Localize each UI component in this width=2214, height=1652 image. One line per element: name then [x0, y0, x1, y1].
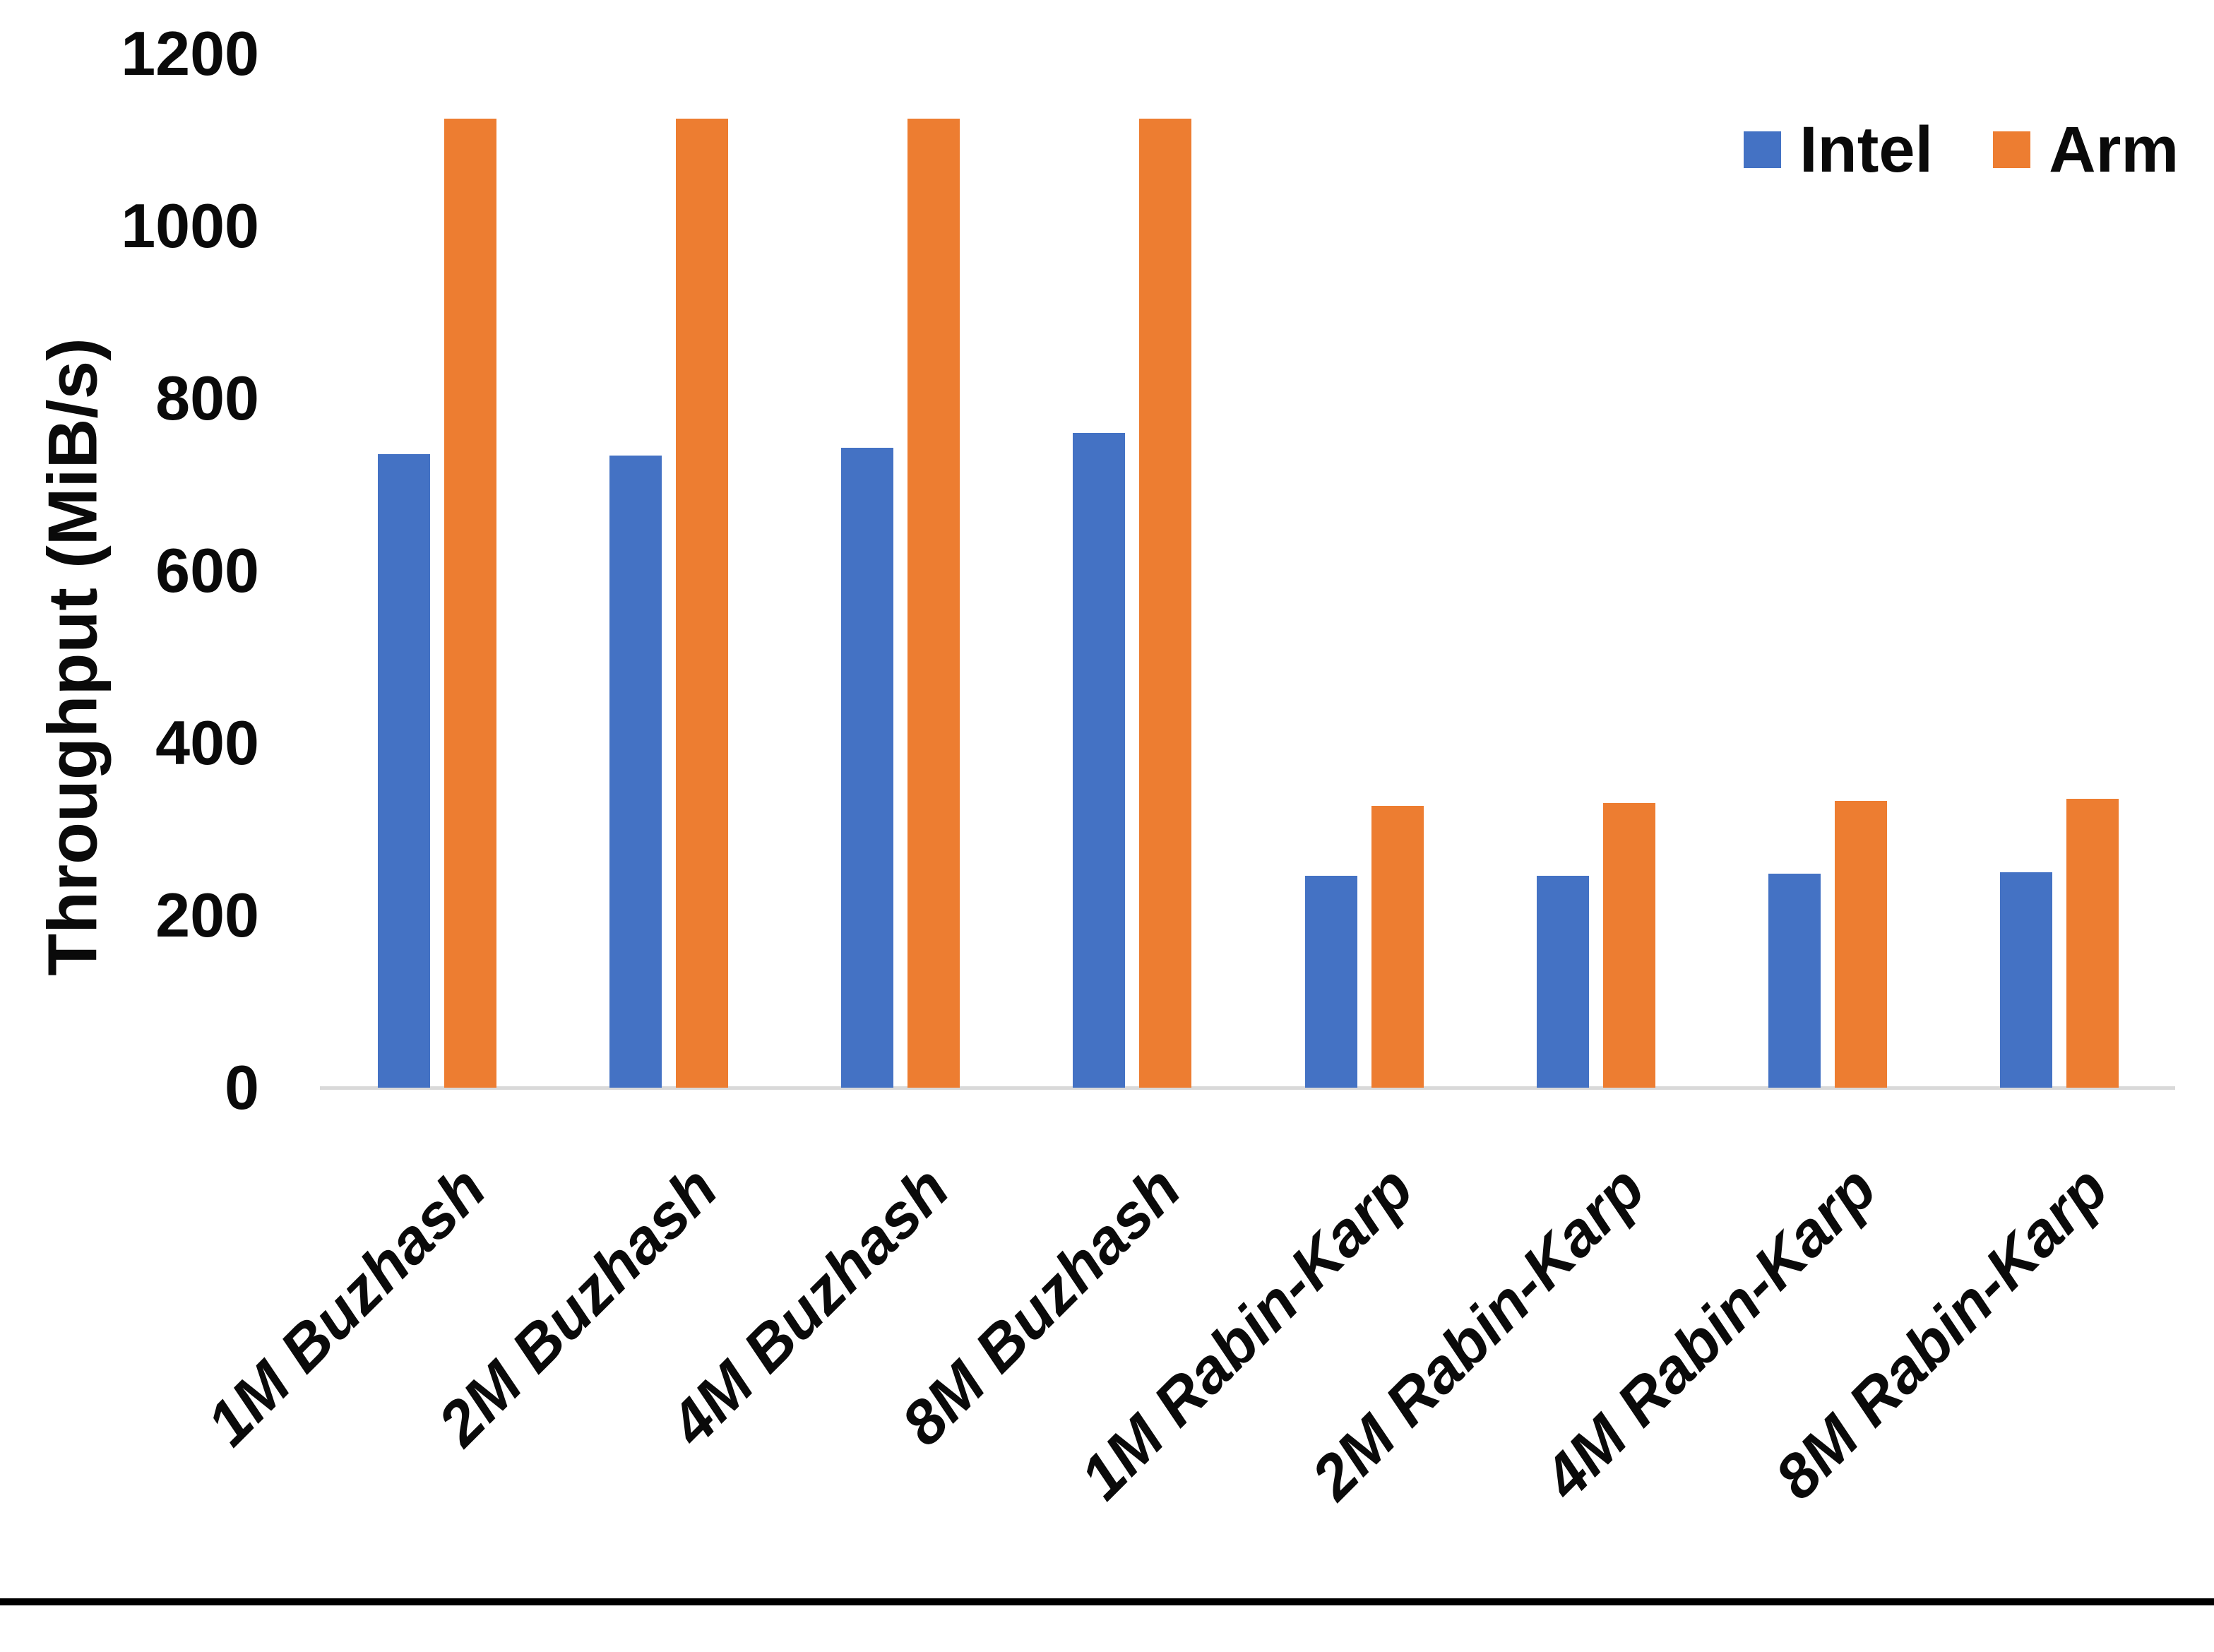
y-axis-title: Throughput (MiB/s)	[33, 338, 112, 976]
x-category-label: 8M Rabin-Karp	[1761, 1153, 2121, 1513]
bar-intel-1	[378, 454, 431, 1088]
arm-legend-swatch	[1993, 131, 2031, 168]
y-tick-label: 200	[155, 880, 259, 950]
bar-arm-3	[907, 118, 960, 1088]
bar-arm-5	[1371, 806, 1424, 1088]
bar-intel-4	[1073, 432, 1126, 1088]
y-tick-label: 1000	[121, 191, 259, 261]
y-tick-label: 1200	[121, 18, 259, 88]
y-tick-label: 800	[155, 363, 259, 433]
legend-item-arm: Arm	[1993, 114, 2179, 185]
throughput-bar-chart: Throughput (MiB/s) 0 200 400 600 800 1000 1200…	[0, 18, 2214, 1605]
y-tick-label: 400	[155, 708, 259, 778]
x-category-label: 2M Rabin-Karp	[1297, 1153, 1657, 1513]
intel-legend-swatch	[1744, 131, 1781, 168]
bar-arm-6	[1602, 803, 1655, 1088]
x-category-label: 1M Buzhash	[193, 1153, 499, 1459]
x-category-label: 4M Rabin-Karp	[1529, 1153, 1889, 1513]
bottom-border	[0, 1598, 2214, 1605]
y-tick-label: 600	[155, 535, 259, 605]
bar-intel-2	[609, 455, 662, 1088]
bar-arm-8	[2066, 799, 2119, 1088]
bar-arm-4	[1139, 118, 1192, 1088]
x-axis-line	[320, 1086, 2175, 1090]
bar-intel-8	[1999, 872, 2052, 1088]
chart-legend: Intel Arm	[1744, 114, 2179, 185]
x-category-label: 8M Buzhash	[888, 1153, 1194, 1459]
legend-item-intel: Intel	[1744, 114, 1933, 185]
y-tick-label: 0	[225, 1052, 259, 1122]
bar-intel-6	[1536, 875, 1589, 1088]
bar-arm-7	[1834, 800, 1887, 1088]
bar-arm-1	[444, 118, 497, 1088]
bar-intel-5	[1304, 875, 1357, 1088]
intel-legend-label: Intel	[1799, 114, 1934, 186]
bar-arm-2	[676, 118, 729, 1088]
bar-intel-3	[841, 447, 894, 1088]
bar-intel-7	[1768, 874, 1821, 1088]
arm-legend-label: Arm	[2049, 114, 2179, 186]
x-category-label: 4M Buzhash	[656, 1153, 963, 1459]
x-category-label: 1M Rabin-Karp	[1066, 1153, 1426, 1513]
x-category-label: 2M Buzhash	[424, 1153, 731, 1459]
